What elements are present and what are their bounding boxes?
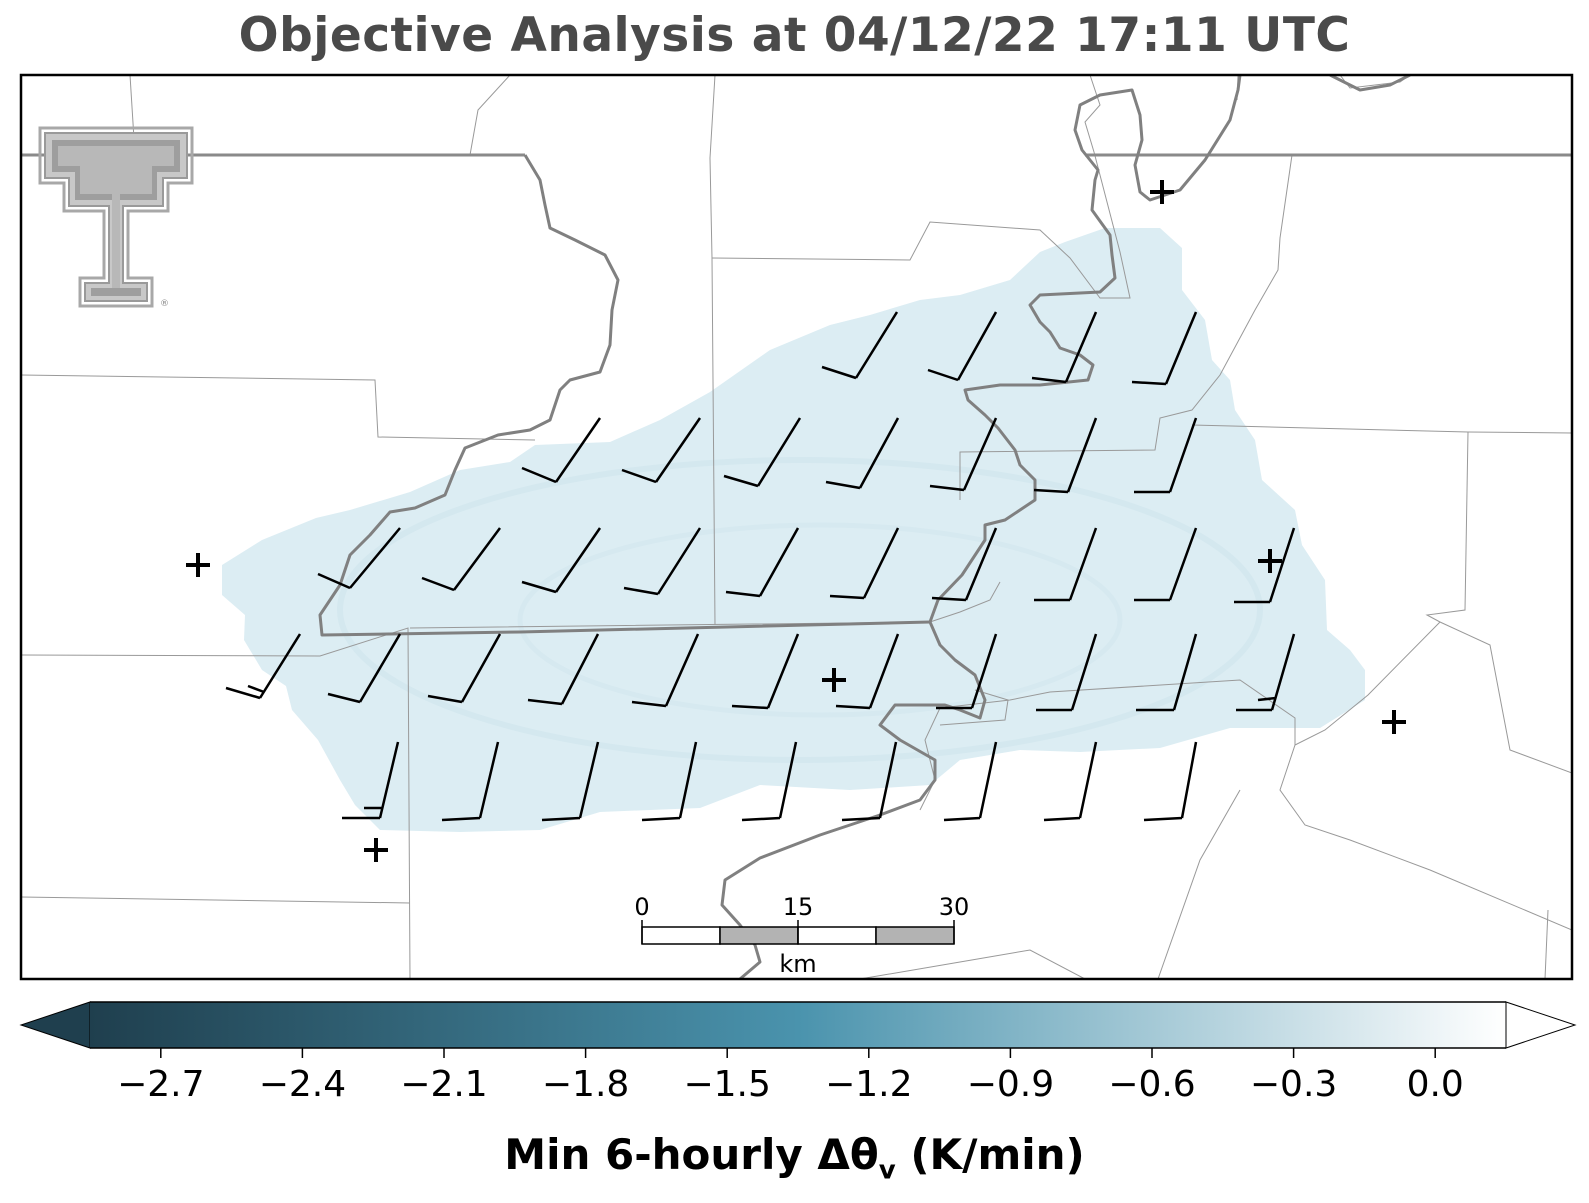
wind-barb (1034, 527, 1098, 602)
wind-barb (1236, 633, 1296, 712)
colorbar-tick-label: −0.6 (1108, 1064, 1195, 1105)
scale-bar: 0 15 30 km (634, 893, 969, 978)
wind-barb (641, 741, 698, 822)
wind-barb (927, 311, 998, 382)
analysis-field-shading (222, 228, 1365, 832)
wind-barb (623, 527, 702, 596)
wind-barb (829, 527, 900, 600)
wind-barb (723, 417, 802, 488)
colorbar-label: Min 6-hourly Δθv (K/min) (0, 1130, 1589, 1185)
station-marker (186, 553, 210, 577)
colorbar-extend-low (19, 1001, 91, 1049)
wind-barbs (225, 311, 1296, 822)
wind-barb (1136, 633, 1198, 712)
colorbar-tick-label: −0.9 (967, 1064, 1054, 1105)
wind-barb (725, 527, 800, 598)
wind-barb (631, 633, 700, 708)
wind-barb (731, 633, 800, 710)
texas-tech-logo: ® (38, 126, 194, 309)
station-marker (1258, 549, 1282, 573)
wind-barb (936, 633, 998, 710)
scale-bar-label-0: 0 (634, 893, 649, 921)
wind-barb (943, 741, 998, 822)
svg-text:®: ® (160, 299, 169, 309)
wind-barb (841, 741, 898, 822)
wind-barb (317, 527, 401, 590)
scale-bar-label-30: 30 (939, 893, 970, 921)
wind-barb (1033, 417, 1098, 494)
colorbar-tick-label: −1.2 (825, 1064, 912, 1105)
station-marker (1150, 180, 1174, 204)
colorbar-tick-label: −2.1 (400, 1064, 487, 1105)
field-contour (337, 457, 1263, 763)
colorbar: −2.7 −2.4 −2.1 −1.8 −1.5 −1.2 −0.9 −0.6 −0.3 0.0 (19, 1001, 1577, 1105)
wind-barb (821, 311, 899, 380)
colorbar-body (90, 1002, 1506, 1048)
colorbar-label-sub: v (878, 1155, 896, 1186)
map-title: Objective Analysis at 04/12/22 17:11 UTC (238, 8, 1351, 63)
wind-barb (1031, 311, 1098, 384)
colorbar-tick-label: −0.3 (1250, 1064, 1337, 1105)
wind-barb (835, 633, 900, 710)
wind-barb (521, 417, 602, 484)
rivers (318, 75, 1411, 979)
wind-barb (929, 417, 998, 492)
station-markers (186, 180, 1406, 862)
wind-barb (342, 741, 400, 820)
colorbar-extend-high (1505, 1001, 1577, 1049)
station-marker (822, 668, 846, 692)
wind-barb (1131, 311, 1198, 386)
scale-bar-label-15: 15 (783, 893, 814, 921)
map-frame (19, 73, 1574, 981)
wind-barb (427, 633, 502, 704)
wind-barb (327, 633, 402, 704)
wind-barb (421, 527, 502, 592)
wind-barb (621, 417, 702, 484)
wind-barb (1134, 417, 1198, 494)
wind-barb (1036, 633, 1098, 712)
colorbar-tick-label: −1.5 (683, 1064, 770, 1105)
station-marker (1382, 710, 1406, 734)
colorbar-tick-label: −2.7 (117, 1064, 204, 1105)
colorbar-tick-label: 0.0 (1407, 1064, 1464, 1105)
colorbar-tick-label: −1.8 (542, 1064, 629, 1105)
wind-barb (1143, 741, 1198, 822)
wind-barb (1043, 741, 1098, 822)
wind-barb (441, 741, 500, 822)
wind-barb (741, 741, 798, 822)
colorbar-label-main: Min 6-hourly Δθ (504, 1130, 879, 1179)
wind-barb (225, 633, 302, 700)
wind-barb (527, 633, 600, 706)
field-contour (517, 522, 1123, 718)
colorbar-label-unit: (K/min) (895, 1130, 1085, 1179)
wind-barb (825, 417, 900, 490)
wind-barb (521, 527, 602, 594)
wind-barb (1234, 527, 1296, 604)
wind-barb (1134, 527, 1198, 602)
wind-barb (541, 741, 600, 822)
scale-bar-unit: km (779, 950, 816, 978)
station-marker (364, 838, 388, 862)
wind-barb (931, 527, 998, 602)
colorbar-tick-label: −2.4 (259, 1064, 346, 1105)
county-boundaries (21, 75, 1572, 979)
